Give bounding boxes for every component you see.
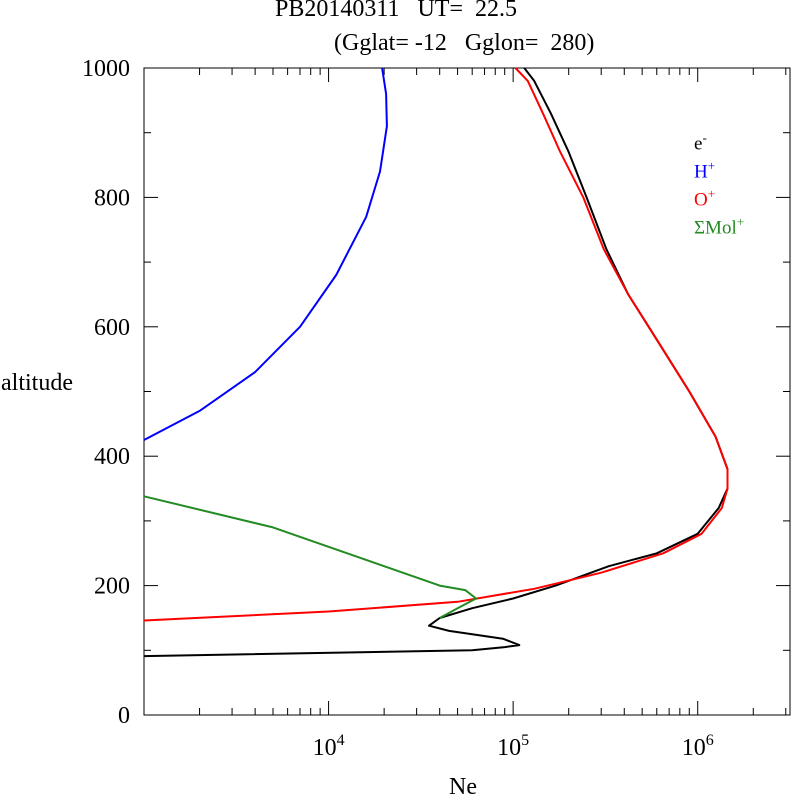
legend-electron: e- <box>694 130 707 155</box>
chart-title-line1: PB20140311 UT= 22.5 <box>275 0 517 22</box>
y-tick-label: 1000 <box>82 56 130 82</box>
y-tick-label: 600 <box>94 315 130 341</box>
x-tick-label: 104 <box>313 732 345 761</box>
series-line-H+ <box>143 67 388 441</box>
series-line-O+ <box>143 67 729 622</box>
plot-series <box>143 67 729 658</box>
x-tick-label: 105 <box>497 732 529 761</box>
y-tick-label: 0 <box>118 703 130 729</box>
x-axis-label: Ne <box>449 774 477 796</box>
series-line-ΣMol+ <box>143 495 478 619</box>
plot-axes: 0 200 400 600 800 1000 104 105 106 <box>82 56 791 761</box>
legend-mol-plus: ΣMol+ <box>694 214 745 239</box>
y-tick-label: 200 <box>94 574 130 600</box>
x-tick-label: 106 <box>682 732 714 761</box>
y-axis-label: altitude <box>1 370 73 396</box>
y-tick-label: 400 <box>94 444 130 470</box>
legend-h-plus: H+ <box>694 158 716 183</box>
legend-o-plus: O+ <box>694 186 716 211</box>
series-line-electron <box>143 67 729 658</box>
chart-title-line2: (Gglat= -12 Gglon= 280) <box>334 30 595 56</box>
y-tick-label: 800 <box>94 185 130 211</box>
